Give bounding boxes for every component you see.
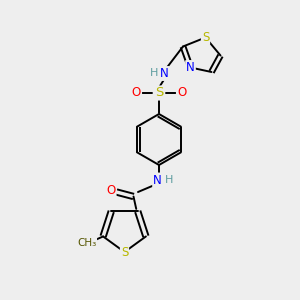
- Text: CH₃: CH₃: [77, 238, 96, 248]
- Text: S: S: [121, 245, 128, 259]
- Text: H: H: [164, 175, 173, 185]
- Text: N: N: [153, 173, 162, 187]
- Text: H: H: [149, 68, 158, 79]
- Text: O: O: [132, 86, 141, 100]
- Text: N: N: [160, 67, 169, 80]
- Text: O: O: [106, 184, 116, 197]
- Text: S: S: [155, 86, 163, 100]
- Text: S: S: [202, 31, 209, 44]
- Text: O: O: [177, 86, 186, 100]
- Text: N: N: [186, 61, 195, 74]
